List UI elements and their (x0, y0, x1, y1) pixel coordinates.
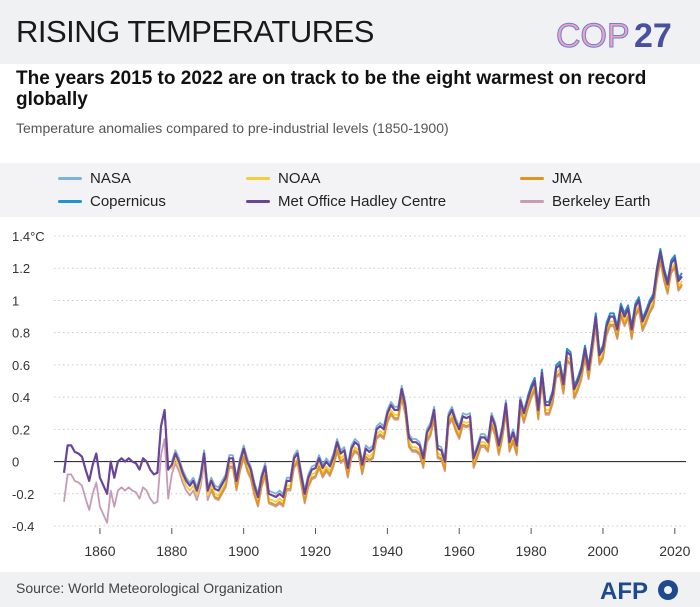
y-axis-ticks: -0.4 -0.2 0 0.2 0.4 0.6 0.8 1 1.2 1.4°C (12, 229, 45, 534)
x-axis-ticks: 1860 1880 1900 1920 1940 1960 1980 2000 2020 (84, 528, 691, 559)
legend-swatch-jma (520, 177, 544, 180)
y-tick-label: 0.2 (12, 422, 30, 437)
afp-logo: AFP (600, 578, 678, 604)
cop-logo-number: 27 (634, 17, 672, 54)
x-tick-label: 2000 (587, 543, 618, 559)
series-line-met-office-hadley-centre (62, 250, 683, 499)
x-tick-label: 2020 (659, 543, 690, 559)
series-lines (62, 247, 683, 524)
legend-label-met-office: Met Office Hadley Centre (278, 193, 447, 210)
x-tick-label: 1900 (228, 543, 259, 559)
legend-swatch-noaa (246, 177, 270, 180)
legend-label-jma: JMA (552, 170, 582, 187)
legend-label-nasa: NASA (90, 170, 131, 187)
legend-item-copernicus: Copernicus (58, 193, 166, 210)
cop-logo-text: COP (556, 17, 630, 54)
line-chart: -0.4-0.200.20.40.60.811.21.4°C 1860 1880 1… (12, 229, 691, 559)
series-line-berkeley-earth (63, 260, 683, 524)
y-tick-label: 1.2 (12, 261, 30, 276)
footer: Source: World Meteorological Organizatio… (0, 572, 700, 607)
legend-item-met-office: Met Office Hadley Centre (246, 193, 446, 210)
y-tick-label: 0 (12, 455, 19, 470)
y-tick-label: 0.6 (12, 358, 30, 373)
legend-item-berkeley: Berkeley Earth (520, 193, 650, 210)
legend-swatch-nasa (58, 177, 82, 180)
chart-note: Temperature anomalies compared to pre-in… (16, 120, 449, 136)
legend-item-nasa: NASA (58, 170, 131, 187)
chart-subtitle: The years 2015 to 2022 are on track to b… (16, 68, 647, 110)
legend-label-berkeley: Berkeley Earth (552, 193, 651, 210)
legend-item-noaa: NOAA (246, 170, 321, 187)
afp-logo-dot-inner (664, 586, 672, 594)
x-tick-label: 1940 (372, 543, 403, 559)
x-tick-label: 1980 (516, 543, 547, 559)
series-line-nasa (170, 247, 683, 495)
legend-swatch-met-office (246, 200, 270, 203)
afp-logo-text: AFP (600, 578, 648, 604)
y-tick-label: 1 (12, 293, 19, 308)
title-bar: RISING TEMPERATURES COP 27 (0, 0, 700, 64)
page-title: RISING TEMPERATURES (16, 14, 374, 49)
y-tick-label: 0.8 (12, 326, 30, 341)
legend: NASA NOAA JMA Copernicus Met Office Hadl… (0, 163, 700, 217)
x-tick-label: 1860 (84, 543, 115, 559)
y-tick-label: -0.2 (12, 487, 34, 502)
series-line-jma (210, 259, 683, 507)
y-tick-label: -0.4 (12, 519, 34, 534)
legend-label-noaa: NOAA (278, 170, 321, 187)
x-tick-label: 1920 (300, 543, 331, 559)
x-tick-label: 1880 (156, 543, 187, 559)
legend-swatch-copernicus (58, 200, 82, 203)
x-tick-label: 1960 (444, 543, 475, 559)
y-tick-label: 1.4°C (12, 229, 45, 244)
legend-label-copernicus: Copernicus (90, 193, 166, 210)
legend-item-jma: JMA (520, 170, 582, 187)
cop27-logo: COP 27 (556, 17, 672, 55)
y-tick-label: 0.4 (12, 390, 30, 405)
source-note: Source: World Meteorological Organizatio… (16, 580, 283, 596)
gridlines (54, 235, 686, 527)
legend-swatch-berkeley (520, 200, 544, 203)
